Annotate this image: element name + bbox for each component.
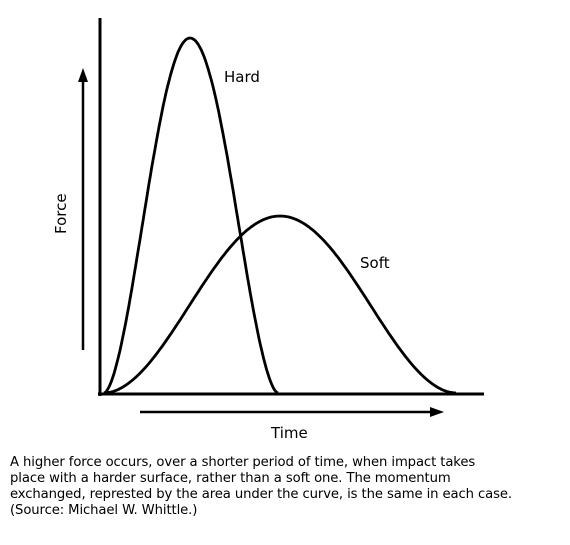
- figure-caption: A higher force occurs, over a shorter pe…: [10, 455, 566, 519]
- caption-line: (Source: Michael W. Whittle.): [10, 503, 198, 518]
- caption-line: place with a harder surface, rather than…: [10, 471, 451, 486]
- soft-curve: [103, 214, 457, 395]
- force-arrowhead: [78, 68, 88, 82]
- caption-line: exchanged, represted by the area under t…: [10, 487, 512, 502]
- hard-curve: [103, 36, 279, 395]
- x-axis-label: Time: [270, 424, 308, 442]
- force-time-diagram: Hard Soft Force Time: [52, 18, 484, 442]
- time-arrowhead: [430, 407, 444, 417]
- soft-curve-label: Soft: [360, 254, 390, 272]
- caption-line: A higher force occurs, over a shorter pe…: [10, 455, 476, 470]
- y-axis-label: Force: [52, 193, 70, 234]
- hard-curve-label: Hard: [224, 68, 260, 86]
